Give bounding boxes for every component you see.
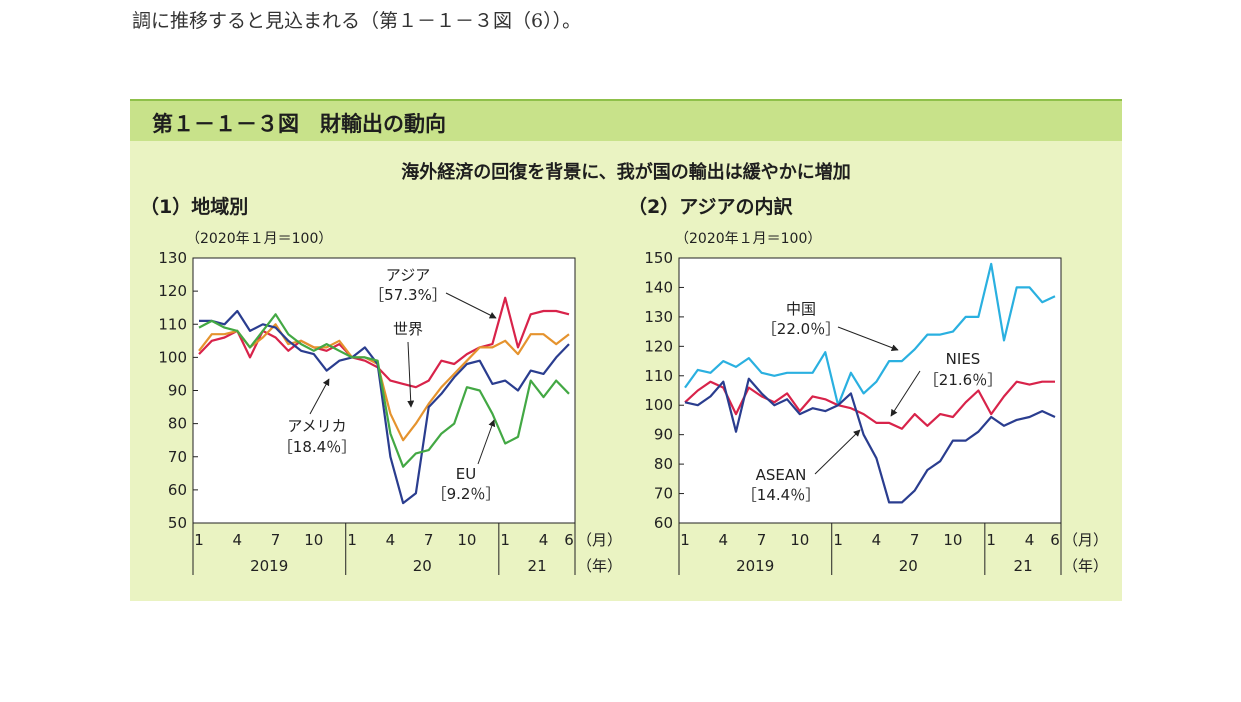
label-nies-share: ［21.6％］ [924,371,1002,389]
label-nies: NIES [946,350,981,368]
y-tick-label: 140 [644,278,673,296]
label-asean-share: ［14.4％］ [742,486,820,504]
y-tick-label: 60 [168,481,187,499]
year-unit-label: （年） [577,557,622,575]
arrow-america [309,378,330,415]
chart-region-2-annotations: 中国 ［22.0％］ NIES ［21.6％］ ASEAN ［14.4％］ [742,300,1002,504]
label-china: 中国 [786,300,816,318]
x-tick-label: 6 [564,531,574,549]
y-tick-label: 120 [644,337,673,355]
label-asia: アジア [386,266,430,284]
unit-note: （2020年１月＝100） [675,231,821,247]
x-tick-label: 7 [757,531,767,549]
x-tick-label: 4 [872,531,882,549]
y-tick-label: 130 [158,249,187,267]
series-line [684,377,1056,504]
chart-region: （1）地域別 （2020年１月＝100） [140,195,332,247]
chart-title: （1）地域別 [140,195,248,218]
y-tick-label: 120 [158,282,187,300]
label-eu: EU [456,465,476,483]
x-tick-label: 4 [233,531,243,549]
x-tick-label: 4 [719,531,729,549]
year-label: 2019 [736,557,774,575]
year-unit-label: （年） [1063,557,1108,575]
x-tick-label: 7 [910,531,920,549]
month-unit-label: （月） [1063,531,1108,549]
arrow-eu [477,419,496,465]
x-tick-label: 7 [424,531,434,549]
x-tick-label: 4 [539,531,549,549]
y-tick-label: 90 [168,382,187,400]
chart-region-2: （2）アジアの内訳 （2020年１月＝100） [628,195,821,247]
y-tick-label: 100 [644,396,673,414]
y-tick-label: 70 [168,448,187,466]
x-tick-label: 1 [194,531,204,549]
label-america-share: ［18.4％］ [278,438,356,456]
y-tick-label: 110 [158,315,187,333]
figure-title: 第１－１－３図 財輸出の動向 [152,112,446,136]
y-tick-label: 130 [644,308,673,326]
y-tick-label: 80 [168,415,187,433]
x-tick-label: 10 [457,531,476,549]
series-line [199,309,570,505]
chart-region-annotations: アジア ［57.3%］ 世界 アメリカ ［18.4％］ EU ［9.2％］ [278,266,501,503]
x-tick-label: 10 [943,531,962,549]
figure-header: 第１－１－３図 財輸出の動向 [130,99,1122,141]
intro-text: 調に推移すると見込まれる（第１－１－３図（6））。 [132,10,582,32]
arrow-asean [814,429,861,475]
x-tick-label: 1 [680,531,690,549]
series-line [198,323,570,442]
month-unit-label: （月） [577,531,622,549]
series-line [198,313,570,468]
figure-subtitle: 海外経済の回復を背景に、我が国の輸出は緩やかに増加 [401,162,851,183]
unit-note: （2020年１月＝100） [186,231,332,247]
x-tick-label: 4 [1025,531,1035,549]
label-asean: ASEAN [756,466,807,484]
arrow-china [837,326,899,352]
year-label: 20 [899,557,918,575]
label-china-share: ［22.0％］ [762,320,840,338]
y-tick-label: 70 [654,485,673,503]
y-tick-label: 50 [168,514,187,532]
x-tick-label: 1 [500,531,510,549]
x-tick-label: 4 [386,531,396,549]
x-tick-label: 10 [790,531,809,549]
year-label: 20 [413,557,432,575]
y-tick-label: 150 [644,249,673,267]
label-asia-share: ［57.3%］ [369,286,447,304]
y-tick-label: 100 [158,348,187,366]
x-tick-label: 6 [1050,531,1060,549]
arrow-nies [890,370,921,417]
y-tick-label: 60 [654,514,673,532]
label-america: アメリカ [287,417,346,435]
x-tick-label: 1 [347,531,357,549]
arrow-world [407,341,415,408]
label-eu-share: ［9.2％］ [432,485,501,503]
x-tick-label: 1 [833,531,843,549]
chart-title: （2）アジアの内訳 [628,195,793,218]
x-tick-label: 10 [304,531,323,549]
label-world: 世界 [393,320,423,338]
year-label: 21 [1014,557,1033,575]
plot-area [678,257,1062,524]
x-tick-label: 7 [271,531,281,549]
x-tick-label: 1 [986,531,996,549]
year-label: 21 [528,557,547,575]
y-tick-label: 80 [654,455,673,473]
series-line [684,262,1056,407]
year-label: 2019 [250,557,288,575]
y-tick-label: 110 [644,367,673,385]
arrow-asia [445,292,497,319]
y-tick-label: 90 [654,426,673,444]
